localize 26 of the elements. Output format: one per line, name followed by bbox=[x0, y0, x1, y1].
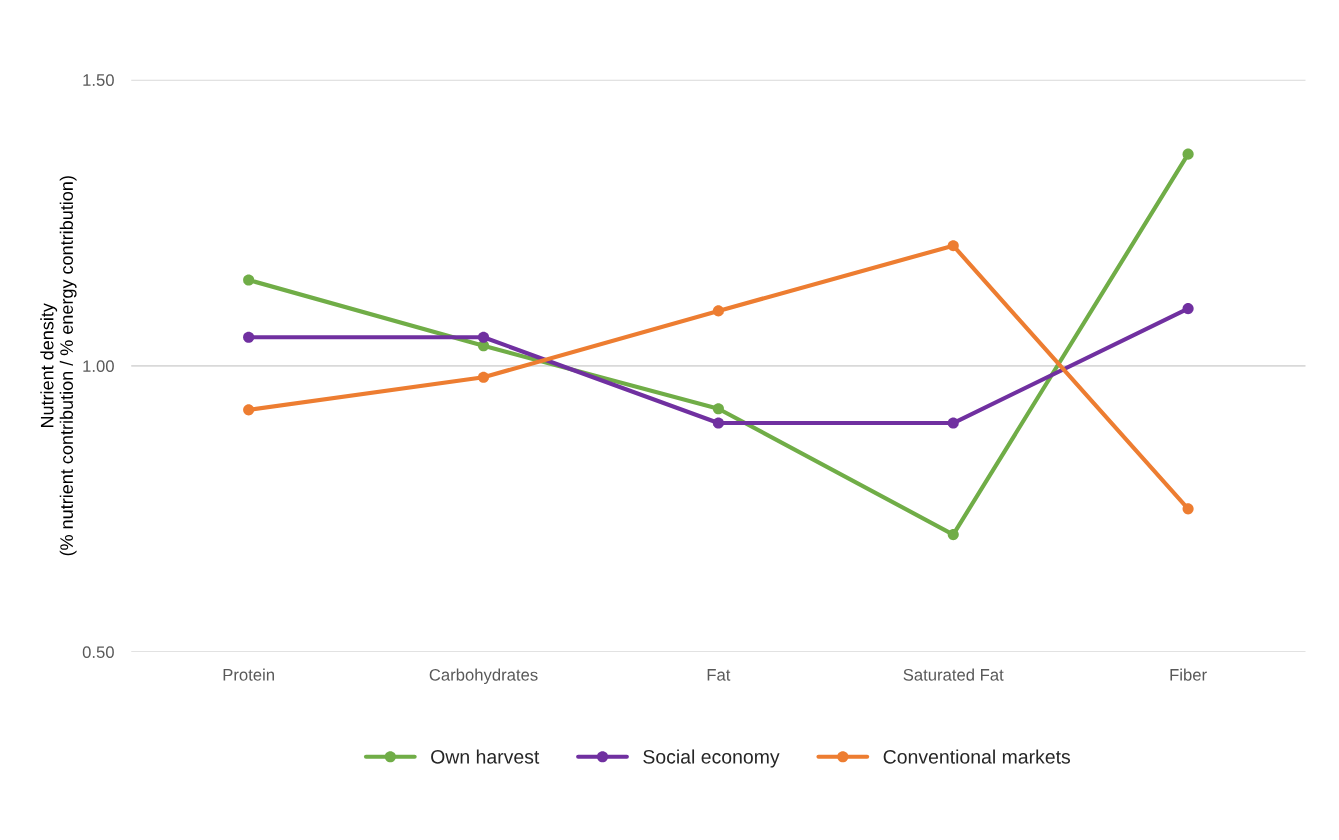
point bbox=[712, 417, 724, 429]
y-tick-label: 1.50 bbox=[83, 74, 114, 86]
x-tick-label: Carbohydrates bbox=[429, 668, 538, 685]
point bbox=[947, 240, 959, 252]
x-tick-label: Saturated Fat bbox=[903, 668, 1004, 681]
legend-label: Conventional markets bbox=[883, 749, 1071, 764]
point bbox=[243, 274, 255, 286]
x-tick-label: Fiber bbox=[1170, 668, 1207, 681]
point bbox=[243, 331, 255, 343]
x-tick-label: Protein bbox=[223, 668, 274, 681]
point bbox=[1182, 503, 1194, 515]
point bbox=[1182, 148, 1194, 160]
y-tick-label: 1.00 bbox=[83, 360, 114, 373]
legend-label: Social economy bbox=[643, 749, 780, 768]
point bbox=[1182, 303, 1194, 315]
y-axis-title: Nutrient density (% nutrient contribution / % energy contribution) bbox=[40, 176, 77, 556]
point bbox=[477, 371, 490, 383]
point bbox=[947, 529, 959, 541]
point bbox=[243, 404, 255, 416]
point bbox=[477, 331, 490, 343]
point bbox=[947, 417, 959, 429]
y-tick-label: 0.50 bbox=[82, 646, 114, 659]
point bbox=[712, 305, 724, 317]
legend-label: Own harvest bbox=[431, 749, 540, 764]
x-tick-label: Fat bbox=[707, 669, 731, 681]
point bbox=[712, 403, 724, 415]
